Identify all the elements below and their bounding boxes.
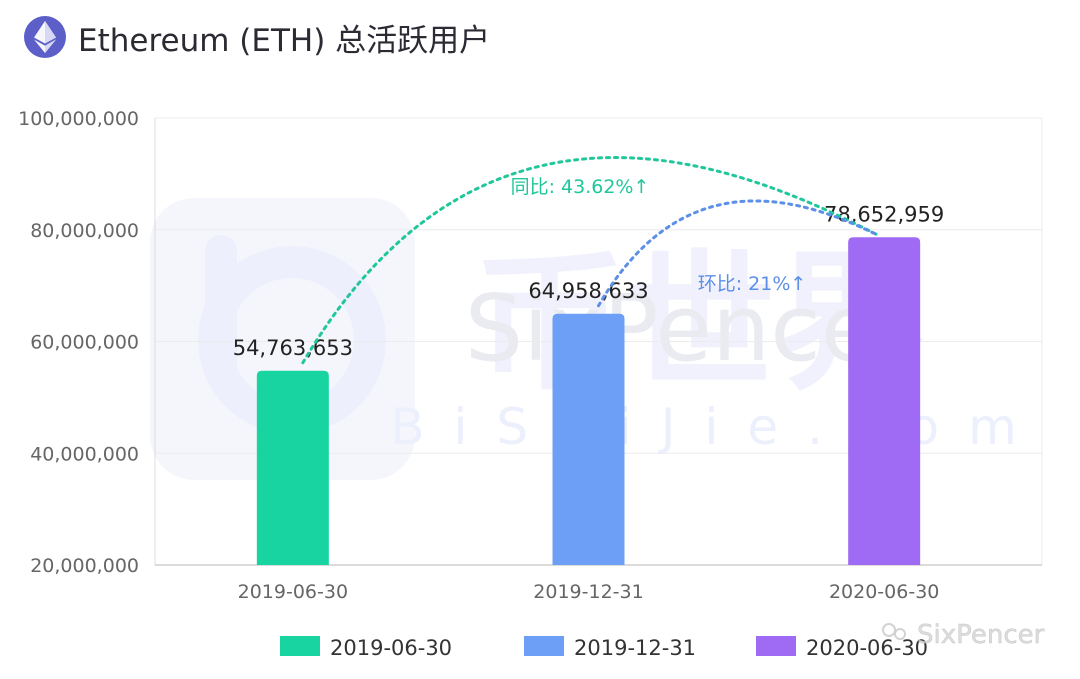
data-label: 54,763,653 (233, 336, 353, 360)
y-tick-label: 100,000,000 (18, 108, 139, 130)
legend-swatch (756, 636, 796, 656)
corner-watermark: SixPencer (882, 620, 1045, 650)
watermark-url-text: BiShiJie.com (390, 398, 1046, 456)
watermark-logo-stem (205, 235, 237, 385)
legend-label: 2020-06-30 (806, 636, 928, 660)
y-tick-label: 80,000,000 (30, 220, 139, 242)
annotation-label: 环比: 21%↑ (698, 273, 807, 295)
plot-area: 20,000,000 40,000,000 60,000,000 80,000,000… (18, 108, 1043, 603)
title-row: Ethereum (ETH) 总活跃用户 (24, 14, 490, 60)
annotation-label: 同比: 43.62%↑ (511, 176, 650, 198)
legend-swatch (280, 636, 320, 656)
legend-swatch (524, 636, 564, 656)
y-tick-label: 40,000,000 (30, 443, 139, 465)
legend-label: 2019-12-31 (574, 636, 696, 660)
bar (848, 237, 921, 565)
x-tick-label: 2020-06-30 (829, 581, 939, 603)
legend-label: 2019-06-30 (330, 636, 452, 660)
bar (256, 370, 329, 565)
x-tick-label: 2019-06-30 (238, 581, 348, 603)
corner-watermark-text: SixPencer (917, 620, 1045, 650)
y-tick-label: 60,000,000 (30, 332, 139, 354)
watermark-latin-text: SixPencer (465, 275, 916, 382)
ethereum-icon (24, 16, 66, 58)
bar (552, 313, 625, 565)
legend: 2019-06-30 2019-12-31 2020-06-30 (280, 636, 928, 660)
y-tick-label: 20,000,000 (30, 555, 139, 577)
data-label: 78,652,959 (824, 202, 944, 226)
wechat-icon (882, 623, 896, 637)
annotation-arc (301, 156, 880, 365)
x-tick-label: 2019-12-31 (533, 581, 643, 603)
chart-title: Ethereum (ETH) 总活跃用户 (78, 22, 491, 59)
annotation-arc (597, 199, 880, 308)
data-label: 64,958,633 (528, 279, 648, 303)
